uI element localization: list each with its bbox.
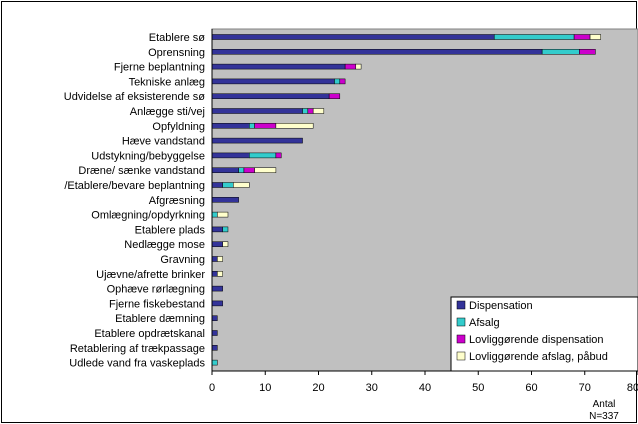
category-label: Fjerne fiskebestand [109,298,205,310]
bar-segment [212,79,334,84]
bar-segment [212,242,223,247]
category-label: /Etablere/bevare beplantning [64,180,205,192]
bar-segment [212,257,217,262]
x-tick-label: 10 [259,382,271,394]
bar-segment [212,138,303,143]
bar-segment [212,109,303,114]
bar-segment [340,79,345,84]
x-tick-label: 40 [419,382,431,394]
x-axis-title: Antal [593,399,616,410]
category-label: Udvidelse af eksisterende sø [64,91,206,103]
category-label: Opfyldning [152,121,205,133]
bar-segment [334,79,339,84]
legend-swatch [457,335,465,343]
bar-segment [223,242,228,247]
bar-segment [542,49,579,54]
sample-size-note: N=337 [589,411,619,422]
legend-swatch [457,318,465,326]
bar-segment [574,35,590,40]
category-label: Dræne/ sænke vandstand [78,165,205,177]
bar-segment [590,35,601,40]
legend-swatch [457,301,465,309]
bar-segment [313,109,324,114]
bar-segment [217,271,222,276]
bar-segment [239,168,244,173]
category-label: Ophæve rørlægning [107,284,205,296]
category-label: Oprensning [148,47,205,59]
bar-segment [212,227,223,232]
bar-segment [223,183,234,188]
category-label: Gravning [160,254,205,266]
bar-segment [212,345,217,350]
bar-segment [345,64,356,69]
legend-label: Lovliggørende afslag, påbud [469,351,608,363]
bar-segment [303,109,308,114]
bar-segment [233,183,249,188]
bar-segment [249,153,276,158]
category-label: Retablering af trækpassage [70,343,205,355]
x-tick-label: 0 [209,382,215,394]
bar-segment [249,123,254,128]
x-tick-label: 30 [366,382,378,394]
bar-segment [212,301,223,306]
bar-segment [244,168,255,173]
bar-segment [494,35,574,40]
category-label: Etablere opdrætskanal [94,328,205,340]
bar-segment [212,64,345,69]
x-tick-label: 50 [472,382,484,394]
bar-segment [255,168,276,173]
category-label: Omlægning/opdyrkning [91,210,205,222]
bar-segment [212,212,217,217]
bar-segment [212,197,239,202]
bar-segment [212,183,223,188]
category-label: Udlede vand fra vaskeplads [69,358,205,370]
bar-segment [276,123,313,128]
category-label: Etablere plads [135,224,206,236]
bar-segment [223,227,228,232]
legend-label: Dispensation [469,300,533,312]
bar-segment [212,316,217,321]
category-label: Etablere sø [149,32,206,44]
bar-segment [217,257,222,262]
legend-swatch [457,352,465,360]
legend-label: Afsalg [469,317,500,329]
bar-segment [212,94,329,99]
x-tick-label: 60 [525,382,537,394]
category-label: Afgræsning [149,195,205,207]
legend-label: Lovliggørende dispensation [469,334,604,346]
bar-segment [212,49,542,54]
bar-segment [212,360,217,365]
category-label: Nedlægge mose [124,239,205,251]
bar-segment [356,64,361,69]
bar-segment [212,123,249,128]
category-label: Fjerne beplantning [114,62,205,74]
bar-segment [212,286,223,291]
category-label: Udstykning/bebyggelse [91,150,205,162]
x-tick-label: 80 [627,382,638,394]
bar-segment [212,153,249,158]
bar-segment [308,109,313,114]
category-label: Tekniske anlæg [129,76,205,88]
chart-legend: Dispensation Afsalg Lovliggørende dispensa… [451,297,638,371]
bar-segment [212,168,239,173]
bar-segment [212,271,217,276]
bar-segment [212,35,494,40]
bar-segment [329,94,340,99]
x-tick-label: 70 [579,382,591,394]
category-label: Anlægge sti/vej [130,106,205,118]
bar-segment [212,331,217,336]
bar-segment [276,153,281,158]
x-tick-label: 20 [312,382,324,394]
bar-segment [255,123,276,128]
category-label: Ujævne/afrette brinker [96,269,205,281]
category-label: Etablere dæmning [115,313,205,325]
bar-segment [579,49,595,54]
category-label: Hæve vandstand [122,136,205,148]
bar-segment [217,212,228,217]
